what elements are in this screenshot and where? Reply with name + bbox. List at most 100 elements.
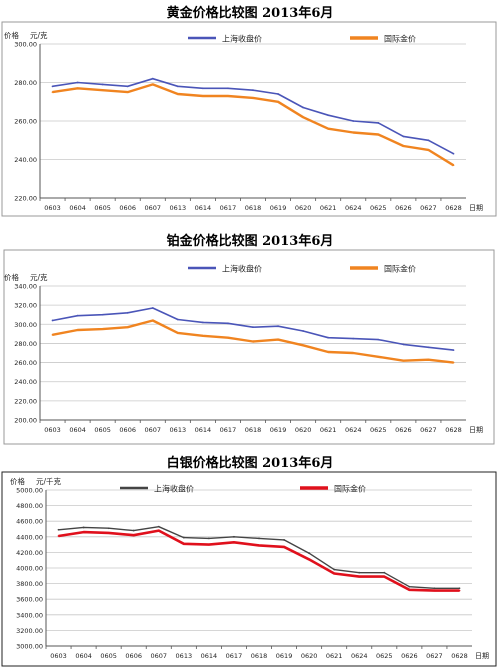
silver-x-tick-label: 0617 <box>226 652 243 660</box>
platinum-data-point <box>327 351 330 353</box>
silver-y-tick-label: 4400.00 <box>16 533 43 541</box>
gold-x-tick-label: 0613 <box>170 204 187 212</box>
platinum-y-axis-label: 价格 <box>4 272 19 282</box>
gold-data-point <box>151 77 154 80</box>
gold-y-axis-unit: 元/克 <box>30 31 48 40</box>
silver-data-point <box>333 572 336 575</box>
gold-data-point <box>302 106 305 109</box>
gold-data-point <box>402 145 405 147</box>
platinum-data-point <box>302 344 305 347</box>
silver-data-point <box>233 541 235 544</box>
silver-data-point <box>157 529 160 532</box>
platinum-data-point <box>151 307 154 309</box>
gold-x-tick-label: 0618 <box>245 204 262 212</box>
gold-data-point <box>76 87 79 90</box>
gold-data-point <box>126 85 129 88</box>
platinum-y-tick-label: 200.00 <box>14 417 37 425</box>
silver-x-tick-label: 0627 <box>426 652 443 660</box>
gold-x-tick-label: 0607 <box>144 204 161 212</box>
platinum-chart-title: 铂金价格比较图 2013年6月 <box>166 234 334 249</box>
gold-data-point <box>101 83 104 86</box>
silver-x-tick-label: 0621 <box>326 652 343 660</box>
gold-y-tick-label: 220.00 <box>14 195 37 203</box>
platinum-x-tick-label: 0607 <box>144 426 161 434</box>
gold-chart-title: 黄金价格比较图 2013年6月 <box>166 6 334 21</box>
gold-data-point <box>352 131 355 134</box>
platinum-data-point <box>452 361 455 364</box>
gold-y-tick-label: 240.00 <box>14 156 37 164</box>
silver-data-point <box>107 532 110 534</box>
gold-x-tick-label: 0605 <box>94 204 111 212</box>
silver-data-point <box>233 535 235 538</box>
platinum-data-point <box>277 338 279 341</box>
silver-data-point <box>383 571 386 574</box>
gold-x-tick-label: 0627 <box>420 204 437 212</box>
silver-y-tick-label: 4800.00 <box>16 502 43 510</box>
gold-data-point <box>427 139 430 142</box>
silver-data-point <box>358 571 361 574</box>
platinum-x-tick-label: 0627 <box>420 426 437 434</box>
platinum-data-point <box>201 321 204 324</box>
silver-data-point <box>458 587 461 590</box>
platinum-data-point <box>252 326 254 329</box>
platinum-x-tick-label: 0614 <box>195 426 212 434</box>
silver-x-tick-label: 0607 <box>150 652 167 660</box>
platinum-x-tick-label: 0620 <box>295 426 312 434</box>
gold-x-tick-label: 0603 <box>44 204 61 212</box>
platinum-y-tick-label: 320.00 <box>14 302 37 310</box>
platinum-data-point <box>327 336 330 339</box>
platinum-x-tick-label: 0625 <box>370 426 387 434</box>
silver-y-tick-label: 3200.00 <box>16 627 43 635</box>
platinum-x-tick-label: 0618 <box>245 426 262 434</box>
silver-data-point <box>258 544 260 547</box>
gold-x-tick-label: 0626 <box>395 204 412 212</box>
silver-x-axis-unit: 日期 <box>475 652 489 660</box>
platinum-data-point <box>176 332 179 334</box>
silver-data-point <box>283 539 285 541</box>
silver-data-point <box>107 527 110 530</box>
silver-data-point <box>408 585 411 588</box>
platinum-data-point <box>377 355 380 358</box>
gold-data-point <box>151 83 154 86</box>
silver-data-point <box>82 531 85 534</box>
platinum-x-axis-unit: 日期 <box>469 426 483 434</box>
silver-y-tick-label: 3400.00 <box>16 611 43 619</box>
gold-x-tick-label: 0617 <box>220 204 237 212</box>
silver-data-point <box>157 525 160 528</box>
platinum-x-tick-label: 0603 <box>44 426 61 434</box>
platinum-x-tick-label: 0624 <box>345 426 362 434</box>
gold-data-point <box>252 89 254 92</box>
platinum-y-tick-label: 260.00 <box>14 359 37 367</box>
silver-x-tick-label: 0624 <box>351 652 368 660</box>
silver-data-point <box>57 535 60 537</box>
platinum-x-tick-label: 0617 <box>220 426 237 434</box>
platinum-y-tick-label: 240.00 <box>14 378 37 386</box>
platinum-data-point <box>377 338 380 341</box>
gold-data-point <box>302 116 305 119</box>
platinum-x-tick-label: 0626 <box>395 426 412 434</box>
silver-y-tick-label: 3600.00 <box>16 596 43 604</box>
silver-data-point <box>132 534 135 537</box>
gold-data-point <box>452 152 455 155</box>
gold-series-line-international <box>52 83 455 167</box>
platinum-data-point <box>227 322 229 325</box>
platinum-data-point <box>126 326 129 329</box>
platinum-data-point <box>402 359 405 362</box>
silver-y-tick-label: 4600.00 <box>16 518 43 526</box>
gold-data-point <box>51 85 54 88</box>
silver-series-line-shanghai-close <box>58 526 460 590</box>
silver-x-tick-label: 0620 <box>301 652 318 660</box>
platinum-legend-label: 国际金价 <box>384 264 416 274</box>
silver-chart-frame <box>1 471 497 667</box>
gold-data-point <box>201 95 204 97</box>
silver-data-point <box>132 529 135 532</box>
gold-legend-label: 国际金价 <box>384 34 416 44</box>
gold-data-point <box>201 87 204 90</box>
gold-x-tick-label: 0620 <box>295 204 312 212</box>
gold-data-point <box>352 120 355 122</box>
platinum-data-point <box>201 334 204 337</box>
platinum-data-point <box>126 311 129 314</box>
gold-data-point <box>76 81 79 84</box>
gold-y-tick-label: 260.00 <box>14 118 37 126</box>
gold-x-tick-label: 0606 <box>119 204 136 212</box>
